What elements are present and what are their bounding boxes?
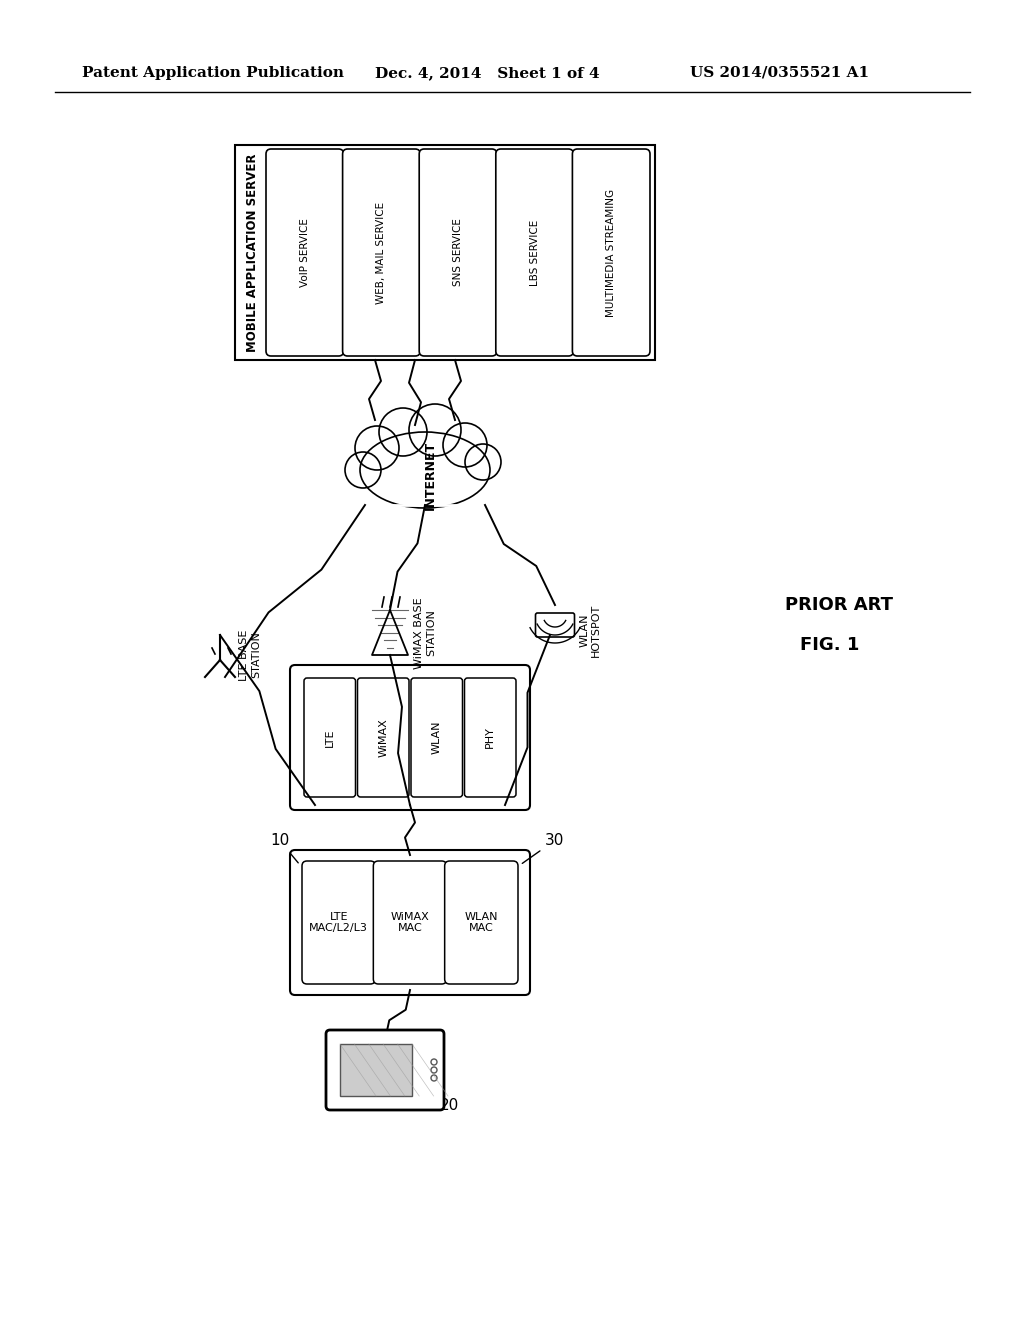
FancyBboxPatch shape <box>572 149 650 356</box>
FancyBboxPatch shape <box>465 678 516 797</box>
Text: LBS SERVICE: LBS SERVICE <box>529 219 540 285</box>
Text: US 2014/0355521 A1: US 2014/0355521 A1 <box>690 66 869 81</box>
Text: LTE BASE
STATION: LTE BASE STATION <box>240 630 261 681</box>
Bar <box>340 1044 412 1096</box>
Text: MOBILE APPLICATION SERVER: MOBILE APPLICATION SERVER <box>247 153 259 351</box>
Text: 10: 10 <box>270 833 298 863</box>
Text: 30: 30 <box>522 833 564 863</box>
FancyBboxPatch shape <box>326 1030 444 1110</box>
Text: WiMAX BASE
STATION: WiMAX BASE STATION <box>414 597 436 669</box>
Text: 20: 20 <box>440 1097 459 1113</box>
FancyBboxPatch shape <box>411 678 463 797</box>
Ellipse shape <box>379 408 427 455</box>
Ellipse shape <box>409 404 461 455</box>
FancyBboxPatch shape <box>343 149 420 356</box>
Text: PRIOR ART: PRIOR ART <box>785 597 893 614</box>
Ellipse shape <box>355 426 399 470</box>
FancyBboxPatch shape <box>357 678 409 797</box>
Text: MULTIMEDIA STREAMING: MULTIMEDIA STREAMING <box>606 189 616 317</box>
FancyBboxPatch shape <box>290 665 530 810</box>
FancyBboxPatch shape <box>290 850 530 995</box>
Text: WiMAX
MAC: WiMAX MAC <box>390 912 429 933</box>
FancyBboxPatch shape <box>302 861 376 983</box>
Circle shape <box>431 1067 437 1073</box>
Polygon shape <box>372 610 408 655</box>
Text: WLAN
MAC: WLAN MAC <box>465 912 498 933</box>
Text: WEB, MAIL SERVICE: WEB, MAIL SERVICE <box>377 202 386 304</box>
Circle shape <box>431 1059 437 1065</box>
Ellipse shape <box>360 432 490 508</box>
Ellipse shape <box>443 422 487 467</box>
Text: VoIP SERVICE: VoIP SERVICE <box>300 218 310 286</box>
Ellipse shape <box>345 451 381 488</box>
Text: Patent Application Publication: Patent Application Publication <box>82 66 344 81</box>
Text: FIG. 1: FIG. 1 <box>800 636 859 653</box>
Text: PHY: PHY <box>485 726 496 748</box>
Bar <box>355 470 495 508</box>
FancyBboxPatch shape <box>419 149 497 356</box>
Text: SNS SERVICE: SNS SERVICE <box>453 219 463 286</box>
FancyBboxPatch shape <box>444 861 518 983</box>
Text: LTE: LTE <box>325 729 335 747</box>
Ellipse shape <box>465 444 501 480</box>
FancyBboxPatch shape <box>374 861 446 983</box>
FancyBboxPatch shape <box>266 149 344 356</box>
FancyBboxPatch shape <box>496 149 573 356</box>
Bar <box>234 145 655 360</box>
FancyBboxPatch shape <box>304 678 355 797</box>
Circle shape <box>431 1074 437 1081</box>
Text: INTERNET: INTERNET <box>424 441 436 510</box>
Text: Dec. 4, 2014   Sheet 1 of 4: Dec. 4, 2014 Sheet 1 of 4 <box>375 66 600 81</box>
Text: WiMAX: WiMAX <box>378 718 388 756</box>
Text: LTE
MAC/L2/L3: LTE MAC/L2/L3 <box>309 912 368 933</box>
FancyBboxPatch shape <box>536 612 574 638</box>
Text: WLAN: WLAN <box>432 721 441 754</box>
Text: WLAN
HOTSPOT: WLAN HOTSPOT <box>580 603 601 656</box>
